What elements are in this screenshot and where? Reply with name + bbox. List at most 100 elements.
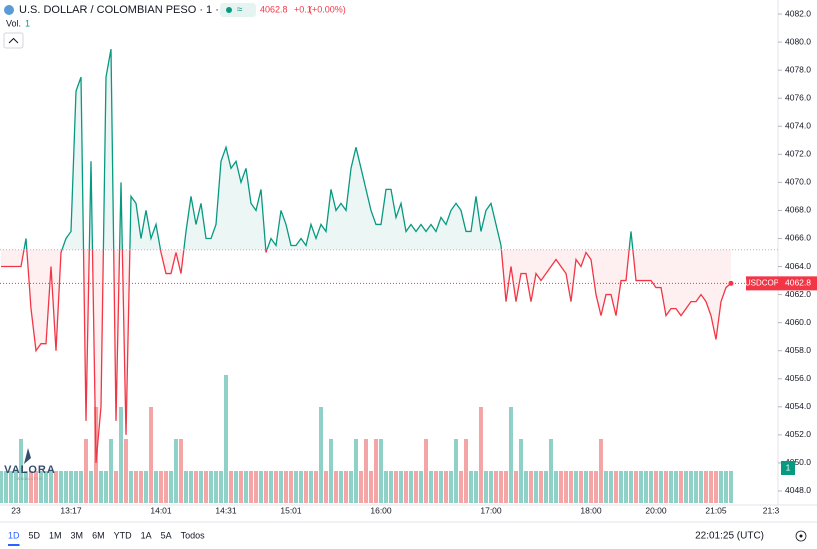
volume-bar xyxy=(214,471,218,503)
volume-bar xyxy=(359,471,363,503)
volume-bar xyxy=(74,471,78,503)
volume-title: Vol. xyxy=(6,18,21,28)
volume-bar xyxy=(169,471,173,503)
range-button[interactable]: 3M xyxy=(71,530,84,540)
range-button[interactable]: Todos xyxy=(181,530,206,540)
volume-bar xyxy=(684,471,688,503)
x-tick-label: 23 xyxy=(11,505,21,515)
range-button[interactable]: 5A xyxy=(161,530,172,540)
volume-bar xyxy=(199,471,203,503)
y-tick-label: 4074.0 xyxy=(785,121,811,131)
range-button[interactable]: 1M xyxy=(49,530,62,540)
volume-bar xyxy=(689,471,693,503)
x-tick-label: 18:00 xyxy=(580,505,602,515)
line-above xyxy=(23,48,634,250)
volume-bar xyxy=(564,471,568,503)
range-button[interactable]: 6M xyxy=(92,530,105,540)
y-tick-label: 4072.0 xyxy=(785,149,811,159)
area-below xyxy=(1,249,731,463)
y-tick-label: 4064.0 xyxy=(785,261,811,271)
range-button[interactable]: 5D xyxy=(29,530,41,540)
volume-value: 1 xyxy=(25,18,30,28)
volume-bar xyxy=(429,471,433,503)
volume-bar xyxy=(349,471,353,503)
volume-bar xyxy=(679,471,683,503)
volume-bar xyxy=(559,471,563,503)
y-tick-label: 4050.0 xyxy=(785,457,811,467)
symbol-icon xyxy=(4,5,14,15)
y-tick-label: 4080.0 xyxy=(785,36,811,46)
volume-bar xyxy=(19,439,23,503)
volume-bar xyxy=(654,471,658,503)
volume-bar xyxy=(34,471,38,503)
volume-bar xyxy=(604,471,608,503)
volume-bar xyxy=(274,471,278,503)
volume-bar xyxy=(709,471,713,503)
volume-bar xyxy=(219,471,223,503)
volume-bar xyxy=(399,471,403,503)
range-button[interactable]: 1A xyxy=(141,530,152,540)
volume-bar xyxy=(129,471,133,503)
volume-bar xyxy=(159,471,163,503)
volume-bar xyxy=(29,471,33,503)
badge-dot xyxy=(226,7,232,13)
y-tick-label: 4052.0 xyxy=(785,429,811,439)
volume-bar xyxy=(4,471,8,503)
volume-bar xyxy=(454,439,458,503)
volume-bar xyxy=(539,471,543,503)
volume-label: 1 xyxy=(786,462,791,472)
volume-bar xyxy=(544,471,548,503)
volume-bar xyxy=(174,439,178,503)
volume-bar xyxy=(134,471,138,503)
volume-bar xyxy=(439,471,443,503)
x-tick-label: 15:01 xyxy=(280,505,302,515)
volume-bar xyxy=(519,439,523,503)
collapse-button[interactable] xyxy=(3,32,24,49)
volume-bar xyxy=(254,471,258,503)
x-tick-label: 14:31 xyxy=(215,505,237,515)
volume-bar xyxy=(164,471,168,503)
volume-bar xyxy=(409,471,413,503)
symbol-label: USDCOP xyxy=(745,278,779,287)
volume-bar xyxy=(714,471,718,503)
volume-bar xyxy=(259,471,263,503)
volume-bar xyxy=(529,471,533,503)
volume-bar xyxy=(264,471,268,503)
volume-bar xyxy=(504,471,508,503)
volume-bar xyxy=(14,471,18,503)
symbol-title: U.S. DOLLAR / COLOMBIAN PESO · 1 · ICE xyxy=(19,4,240,16)
volume-bar xyxy=(474,471,478,503)
volume-bar xyxy=(599,439,603,503)
volume-bar xyxy=(379,439,383,503)
x-tick-label: 16:00 xyxy=(370,505,392,515)
volume-bar xyxy=(344,471,348,503)
range-button[interactable]: YTD xyxy=(114,530,133,540)
volume-bar xyxy=(374,439,378,503)
volume-bar xyxy=(294,471,298,503)
volume-bar xyxy=(189,471,193,503)
header: U.S. DOLLAR / COLOMBIAN PESO · 1 · ICE ≈… xyxy=(3,3,346,49)
volume-bar xyxy=(674,471,678,503)
badge-text: ≈ xyxy=(237,5,243,16)
volume-bar xyxy=(514,471,518,503)
volume-bar xyxy=(464,439,468,503)
volume-bar xyxy=(49,471,53,503)
volume-bar xyxy=(614,471,618,503)
settings-icon[interactable] xyxy=(795,530,807,542)
volume-bar xyxy=(694,471,698,503)
x-tick-label: 21:3 xyxy=(763,505,780,515)
volume-bar xyxy=(494,471,498,503)
volume-bar xyxy=(89,471,93,503)
volume-bar xyxy=(669,471,673,503)
volume-bar xyxy=(389,471,393,503)
header-change-pct: (+0.00%) xyxy=(309,4,346,14)
y-tick-label: 4060.0 xyxy=(785,317,811,327)
volume-bar xyxy=(64,471,68,503)
volume-bar xyxy=(404,471,408,503)
x-tick-label: 13:17 xyxy=(60,505,82,515)
volume-bar xyxy=(619,471,623,503)
volume-bar xyxy=(9,471,13,503)
range-button[interactable]: 1D xyxy=(8,530,20,540)
volume-bar xyxy=(119,407,123,503)
